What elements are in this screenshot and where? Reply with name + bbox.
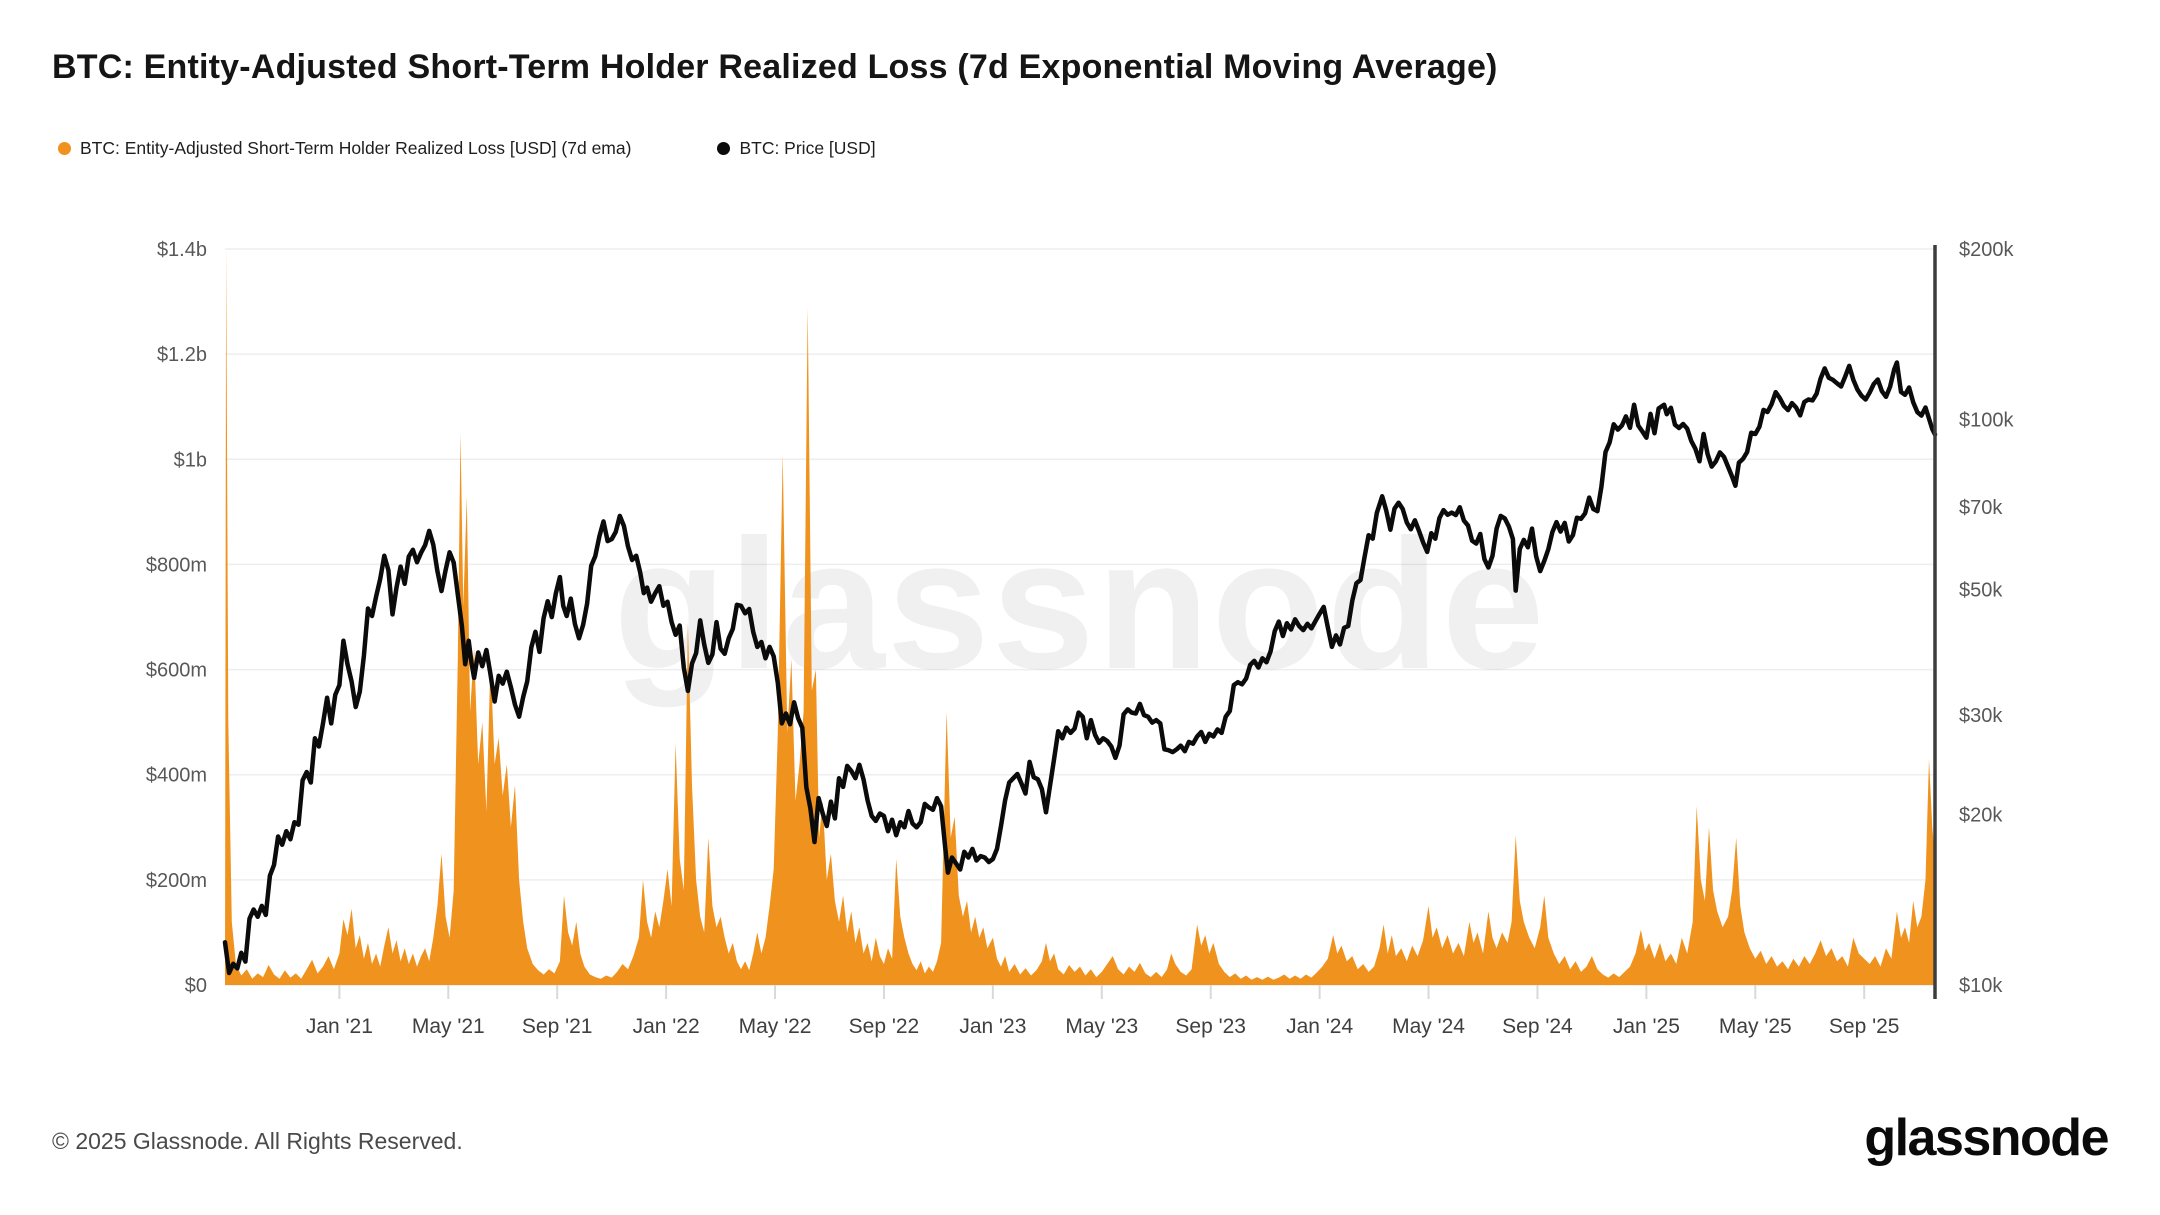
x-axis-tick-label: Sep '22 xyxy=(849,1015,920,1038)
x-axis-tick-label: May '25 xyxy=(1719,1015,1792,1038)
left-axis-tick-label: $1b xyxy=(174,449,207,471)
glassnode-logo[interactable]: glassnode xyxy=(1864,1109,2109,1167)
page-title: BTC: Entity-Adjusted Short-Term Holder R… xyxy=(52,48,1498,86)
x-axis-tick-label: Jan '25 xyxy=(1613,1015,1680,1038)
x-axis-tick-label: Sep '24 xyxy=(1502,1015,1573,1038)
left-axis-tick-label: $800m xyxy=(146,554,207,576)
legend-label-price: BTC: Price [USD] xyxy=(739,138,876,158)
x-axis-tick-label: Jan '24 xyxy=(1286,1015,1353,1038)
legend-label-realized-loss: BTC: Entity-Adjusted Short-Term Holder R… xyxy=(80,138,632,158)
right-axis-tick-label: $100k xyxy=(1959,409,2014,431)
x-axis-tick-label: Sep '23 xyxy=(1175,1015,1246,1038)
left-axis-tick-label: $600m xyxy=(146,660,207,682)
x-axis-tick-label: Jan '23 xyxy=(959,1015,1026,1038)
x-axis-tick-label: Sep '25 xyxy=(1829,1015,1900,1038)
x-axis-tick-label: May '22 xyxy=(739,1015,812,1038)
legend-item-realized-loss[interactable]: BTC: Entity-Adjusted Short-Term Holder R… xyxy=(58,138,631,159)
copyright-text: © 2025 Glassnode. All Rights Reserved. xyxy=(52,1128,463,1154)
left-axis-tick-label: $400m xyxy=(146,765,207,787)
left-axis-tick-label: $1.4b xyxy=(157,239,207,261)
glassnode-watermark: glassnode xyxy=(614,502,1547,708)
series-price-line xyxy=(222,360,1938,976)
x-axis-tick-label: May '21 xyxy=(412,1015,485,1038)
right-axis-tick-label: $20k xyxy=(1959,805,2003,827)
chart-legend: BTC: Entity-Adjusted Short-Term Holder R… xyxy=(58,138,876,159)
legend-dot-orange-icon xyxy=(58,142,71,155)
plot-area[interactable] xyxy=(225,249,1935,985)
x-axis-tick-label: May '24 xyxy=(1392,1015,1465,1038)
right-axis-tick-label: $10k xyxy=(1959,975,2003,997)
x-axis-tick-label: May '23 xyxy=(1065,1015,1138,1038)
x-axis-tick-label: Sep '21 xyxy=(522,1015,593,1038)
right-axis-tick-label: $50k xyxy=(1959,580,2003,602)
legend-dot-black-icon xyxy=(717,142,731,155)
legend-item-price[interactable]: BTC: Price [USD] xyxy=(717,138,876,159)
left-axis-tick-label: $1.2b xyxy=(157,344,207,366)
right-axis-tick-label: $30k xyxy=(1959,705,2003,727)
right-axis-tick-label: $200k xyxy=(1959,239,2014,261)
right-axis-tick-label: $70k xyxy=(1959,497,2003,519)
x-axis-tick-label: Jan '22 xyxy=(633,1015,700,1038)
left-axis-tick-label: $0 xyxy=(185,975,207,997)
left-axis-tick-label: $200m xyxy=(146,870,207,892)
x-axis-tick-label: Jan '21 xyxy=(306,1015,373,1038)
